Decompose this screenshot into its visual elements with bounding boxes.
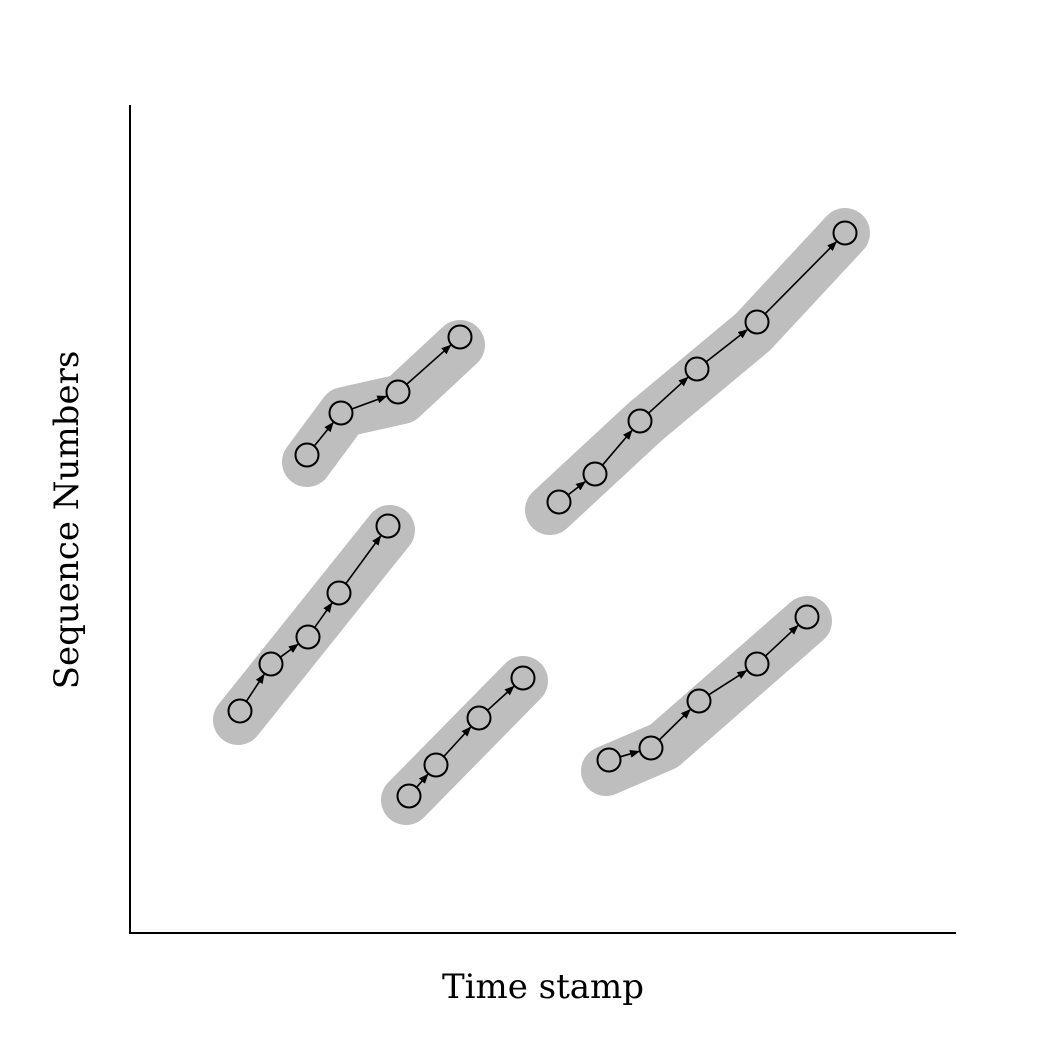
group-3 [381,656,548,825]
group-4 [525,208,870,535]
node-circle [295,624,321,650]
arrow-edge [486,685,515,711]
node-circle [447,324,473,350]
arrow-edge [406,344,452,385]
node-circle [684,356,710,382]
node-circle [294,442,320,468]
arrow-edge [619,750,640,758]
group-1 [213,505,415,745]
node-circle [744,651,770,677]
arrow-edge [313,421,334,447]
arrow-edge [345,535,382,585]
node-circle [385,379,411,405]
arrow-edge [443,726,472,758]
arrow-edge [351,395,388,410]
arrow-edge [647,376,689,414]
node-circle [832,220,858,246]
node-circle [546,489,572,515]
arrow-edge [764,624,799,657]
node-circle [375,513,401,539]
y-axis-label: Sequence Numbers [47,351,87,690]
x-axis-label: Time stamp [442,967,644,1007]
node-circle [396,783,422,809]
group-band [282,320,485,487]
arrow-edge [415,773,429,788]
arrow-edge [313,602,333,629]
group-band [381,656,548,825]
node-circle [510,665,536,691]
node-circle [328,400,354,426]
node-circle [627,408,653,434]
group-2 [282,320,485,487]
node-circle [794,604,820,630]
node-circle [744,309,770,335]
arrow-edge [658,708,691,741]
groups-layer [213,208,870,825]
node-circle [596,747,622,773]
node-circle [326,580,352,606]
node-circle [638,735,664,761]
arrow-edge [764,241,837,315]
arrow-edge [567,481,586,496]
node-circle [466,705,492,731]
arrow-edge [705,329,748,363]
group-5 [581,596,832,796]
arrow-edge [279,643,299,658]
group-band [213,505,415,745]
arrow-edge [245,673,265,702]
node-circle [423,752,449,778]
node-circle [686,688,712,714]
node-circle [582,461,608,487]
node-circle [258,651,284,677]
arrow-edge [601,429,633,466]
node-circle [227,698,253,724]
arrow-edge [708,670,748,696]
